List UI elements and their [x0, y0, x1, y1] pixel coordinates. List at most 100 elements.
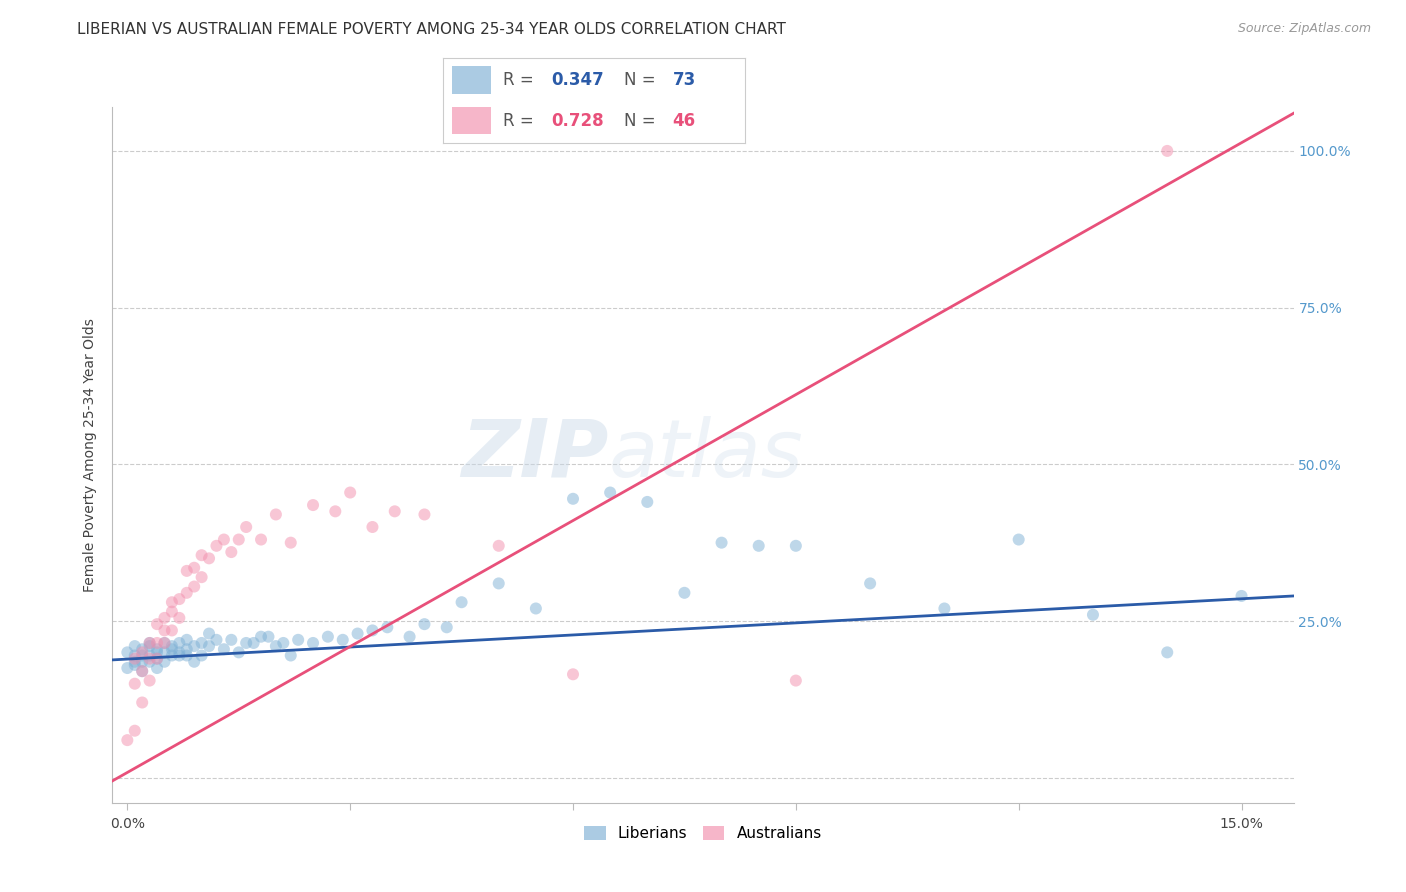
Point [235, 520, 257, 534]
Point [280, 648, 302, 663]
Point [436, 620, 458, 634]
Point [146, 661, 169, 675]
Point [332, 632, 354, 647]
Point [160, 639, 183, 653]
Point [176, 648, 198, 663]
Point [190, 648, 212, 663]
Point [160, 642, 183, 657]
Point [183, 560, 205, 574]
Bar [451, 107, 491, 134]
Point [169, 645, 191, 659]
Point [138, 648, 160, 663]
Point [124, 639, 146, 653]
Point [785, 673, 807, 688]
Point [146, 651, 169, 665]
Point [160, 624, 183, 638]
Point [562, 667, 585, 681]
Point [138, 639, 160, 653]
Point [221, 545, 243, 559]
Point [413, 617, 436, 632]
Point [339, 485, 361, 500]
Point [131, 655, 153, 669]
Point [183, 655, 205, 669]
Point [138, 655, 160, 669]
Point [934, 601, 956, 615]
Text: ZIP: ZIP [461, 416, 609, 494]
Point [1156, 645, 1178, 659]
Point [117, 733, 139, 747]
Point [153, 624, 176, 638]
Point [264, 639, 287, 653]
Y-axis label: Female Poverty Among 25-34 Year Olds: Female Poverty Among 25-34 Year Olds [83, 318, 97, 592]
Point [153, 655, 176, 669]
Point [1008, 533, 1031, 547]
Point [257, 630, 280, 644]
Point [146, 617, 169, 632]
Point [176, 642, 198, 657]
Point [160, 605, 183, 619]
Legend: Liberians, Australians: Liberians, Australians [578, 820, 828, 847]
Point [124, 648, 146, 663]
Point [131, 642, 153, 657]
Point [228, 533, 250, 547]
Point [190, 570, 212, 584]
Point [190, 636, 212, 650]
Point [176, 564, 198, 578]
Text: N =: N = [624, 71, 661, 89]
Point [710, 535, 733, 549]
Point [1230, 589, 1253, 603]
Point [413, 508, 436, 522]
Text: R =: R = [503, 71, 540, 89]
Point [124, 723, 146, 738]
Point [599, 485, 621, 500]
Point [160, 595, 183, 609]
Point [302, 636, 325, 650]
Text: atlas: atlas [609, 416, 803, 494]
Point [280, 535, 302, 549]
Point [212, 642, 235, 657]
Point [131, 664, 153, 678]
Point [488, 576, 510, 591]
Point [117, 661, 139, 675]
Point [636, 495, 658, 509]
Point [190, 548, 212, 562]
Text: 0.728: 0.728 [551, 112, 605, 129]
Point [198, 551, 221, 566]
Point [169, 592, 191, 607]
Point [859, 576, 882, 591]
Point [183, 639, 205, 653]
Point [146, 642, 169, 657]
Point [384, 504, 406, 518]
Point [562, 491, 585, 506]
Point [176, 632, 198, 647]
Point [221, 632, 243, 647]
Point [124, 655, 146, 669]
Text: Source: ZipAtlas.com: Source: ZipAtlas.com [1237, 22, 1371, 36]
Point [146, 636, 169, 650]
Point [153, 611, 176, 625]
Point [146, 645, 169, 659]
Point [153, 636, 176, 650]
Point [131, 664, 153, 678]
Text: 0.347: 0.347 [551, 71, 605, 89]
Point [488, 539, 510, 553]
Point [183, 580, 205, 594]
Point [124, 657, 146, 672]
Point [198, 626, 221, 640]
Point [302, 498, 325, 512]
Point [287, 632, 309, 647]
Point [398, 630, 420, 644]
Point [361, 624, 384, 638]
Text: 73: 73 [672, 71, 696, 89]
Point [748, 539, 770, 553]
Point [346, 626, 368, 640]
Point [316, 630, 339, 644]
Point [1081, 607, 1104, 622]
Point [250, 630, 273, 644]
Point [131, 696, 153, 710]
Point [205, 632, 228, 647]
Point [153, 645, 176, 659]
Point [250, 533, 273, 547]
Text: N =: N = [624, 112, 661, 129]
Point [124, 651, 146, 665]
